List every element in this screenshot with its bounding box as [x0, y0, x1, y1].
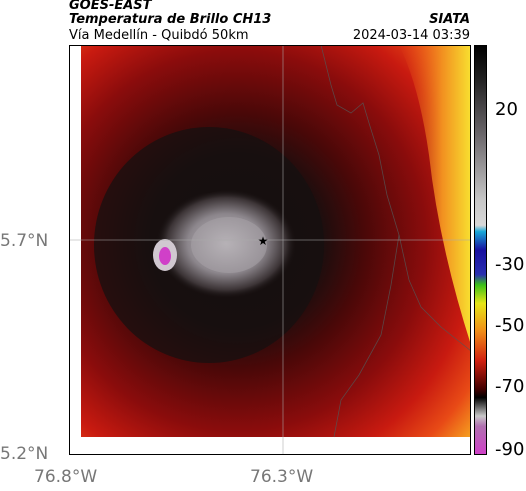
satellite-title: GOES-EAST	[69, 0, 152, 13]
border-line-south	[333, 234, 400, 438]
warm-edge-east	[399, 45, 471, 345]
datetime-label: 2024-03-14 03:39	[352, 28, 470, 43]
lon-label-76-3: 76.3°W	[250, 467, 314, 487]
border-line	[320, 45, 471, 352]
colorbar	[474, 45, 487, 455]
route-subtitle: Vía Medellín - Quibdó 50km	[69, 28, 249, 43]
product-title: Temperatura de Brillo CH13	[69, 12, 272, 27]
colorbar-tick-minus-50: -50	[495, 315, 525, 336]
colorbar-tick-minus-90: -90	[495, 439, 525, 460]
brightness-temperature-map: ★	[69, 45, 471, 455]
lat-label-5-2: 5.2°N	[0, 444, 49, 464]
lon-label-76-8: 76.8°W	[34, 467, 98, 487]
colorbar-tick-minus-70: -70	[495, 376, 525, 397]
cloud-core-bright	[191, 217, 267, 273]
lat-label-5-7: 5.7°N	[0, 231, 49, 251]
map-frame	[69, 45, 471, 455]
org-title: SIATA	[429, 12, 470, 27]
colorbar-tick-20: 20	[495, 99, 518, 120]
cold-top-magenta	[159, 247, 171, 265]
colorbar-tick-minus-30: -30	[495, 254, 525, 275]
star-icon: ★	[258, 234, 269, 248]
